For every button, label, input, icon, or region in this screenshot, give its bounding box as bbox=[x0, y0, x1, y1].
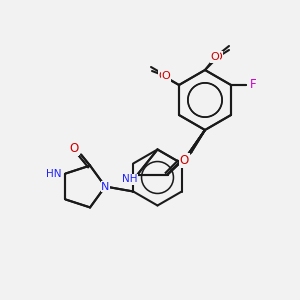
Text: NH: NH bbox=[122, 175, 137, 184]
Text: NH: NH bbox=[122, 175, 137, 184]
Text: O: O bbox=[69, 142, 79, 155]
Text: F: F bbox=[250, 79, 256, 92]
Text: HN: HN bbox=[46, 169, 62, 178]
Text: F: F bbox=[250, 79, 256, 92]
Text: N: N bbox=[101, 182, 110, 191]
Text: O: O bbox=[211, 52, 219, 62]
Text: O: O bbox=[214, 52, 222, 62]
Text: O: O bbox=[159, 71, 167, 81]
Text: O: O bbox=[180, 154, 189, 167]
Text: O: O bbox=[180, 154, 189, 167]
Text: O: O bbox=[162, 71, 170, 81]
Text: HN: HN bbox=[46, 169, 62, 178]
Text: N: N bbox=[101, 182, 110, 191]
Text: O: O bbox=[69, 142, 79, 155]
